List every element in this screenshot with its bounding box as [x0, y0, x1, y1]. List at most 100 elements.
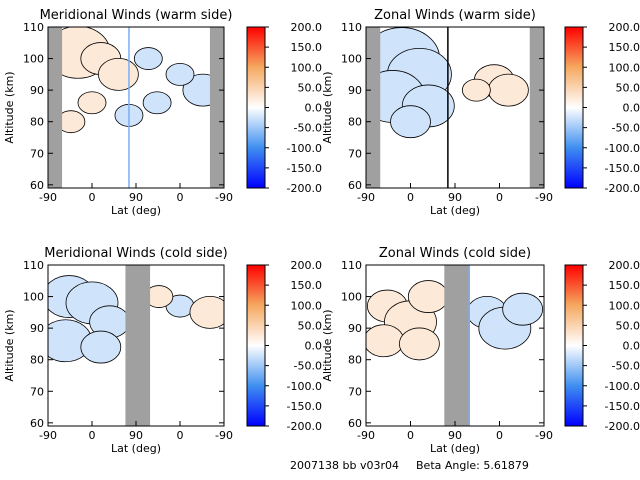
chart-title: Meridional Winds (cold side)	[44, 246, 227, 261]
colorbar	[246, 264, 266, 427]
y-axis-label: Altitude (km)	[3, 309, 16, 381]
colorbar-tick-label: -50.0	[612, 122, 640, 135]
x-tick-label: -90	[39, 191, 57, 204]
no-data-band-1	[125, 265, 151, 426]
colorbar-tick-label: 0.0	[305, 340, 323, 353]
chart-panel-4: Zonal Winds (cold side) 60 70 80 90 100 110 -90…	[321, 246, 640, 455]
contour-level-7-1	[142, 91, 172, 115]
colorbar	[564, 26, 584, 189]
x-tick-label: -90	[39, 429, 57, 442]
y-tick-label: 80	[30, 116, 44, 129]
y-tick-label: 90	[348, 84, 362, 97]
y-tick-label: 80	[348, 116, 362, 129]
x-tick-label: -90	[215, 429, 233, 442]
x-tick-label: -90	[357, 191, 375, 204]
contour-level-5-1	[80, 330, 122, 364]
colorbar-tick-label: -150.0	[605, 162, 640, 175]
chart-panel-2: Zonal Winds (warm side) 60 70 80 90 100 110 -90…	[321, 8, 640, 217]
chart-title: Meridional Winds (warm side)	[40, 8, 233, 23]
y-tick-label: 60	[30, 179, 44, 192]
colorbar-tick-label: 150.0	[609, 41, 640, 54]
y-tick-label: 100	[23, 53, 44, 66]
colorbar-tick-label: -100.0	[287, 142, 322, 155]
y-tick-label: 90	[348, 322, 362, 335]
colorbar-tick-label: -150.0	[287, 400, 322, 413]
y-tick-label: 100	[341, 291, 362, 304]
chart-title: Zonal Winds (cold side)	[379, 246, 531, 261]
colorbar-tick-label: -50.0	[612, 360, 640, 373]
chart-title: Zonal Winds (warm side)	[374, 8, 536, 23]
x-tick-label: 0	[177, 429, 184, 442]
footer-beta-text: Beta Angle: 5.61879	[416, 459, 529, 472]
y-tick-label: 60	[348, 179, 362, 192]
x-tick-label: -90	[535, 429, 553, 442]
y-axis-label: Altitude (km)	[3, 71, 16, 143]
contour-level-8-1	[502, 292, 544, 326]
y-tick-label: 70	[348, 147, 362, 160]
colorbar-tick-label: -100.0	[605, 142, 640, 155]
wind-field	[366, 265, 544, 426]
x-tick-label: -90	[357, 429, 375, 442]
figure-footer: 2007138 bb v03r04 Beta Angle: 5.61879	[0, 455, 640, 475]
colorbar	[246, 26, 266, 189]
colorbar-tick-label: -150.0	[287, 162, 322, 175]
y-tick-label: 110	[341, 259, 362, 272]
y-tick-label: 90	[30, 84, 44, 97]
y-tick-label: 110	[341, 21, 362, 34]
colorbar-tick-label: -200.0	[605, 420, 640, 433]
x-tick-label: 90	[129, 429, 143, 442]
contour-level-9-1	[165, 62, 195, 86]
x-axis-label: Lat (deg)	[111, 442, 161, 455]
colorbar-tick-label: 200.0	[609, 21, 640, 34]
colorbar-tick-label: -100.0	[605, 380, 640, 393]
colorbar-tick-label: 200.0	[609, 259, 640, 272]
y-tick-label: 80	[348, 354, 362, 367]
colorbar-tick-label: 50.0	[616, 81, 640, 94]
colorbar-tick-label: 0.0	[305, 102, 323, 115]
footer-id-text: 2007138 bb v03r04	[290, 459, 399, 472]
x-tick-label: -90	[535, 191, 553, 204]
contour-level-7-1	[487, 73, 529, 107]
colorbar-tick-label: -200.0	[287, 420, 322, 433]
x-tick-label: 0	[89, 429, 96, 442]
x-tick-label: 0	[177, 191, 184, 204]
x-tick-label: -90	[215, 191, 233, 204]
colorbar-tick-label: -200.0	[287, 182, 322, 195]
colorbar-tick-label: 150.0	[609, 279, 640, 292]
colorbar-tick-label: 50.0	[616, 319, 640, 332]
no-data-band-2	[529, 27, 544, 188]
colorbar-tick-label: 0.0	[623, 102, 640, 115]
x-tick-label: 0	[496, 429, 503, 442]
no-data-band-2	[209, 27, 224, 188]
no-data-band-1	[48, 27, 63, 188]
chart-panel-3: Meridional Winds (cold side) 60 70 80 90 100 1…	[3, 246, 322, 455]
colorbar-tick-label: -100.0	[287, 380, 322, 393]
y-tick-label: 60	[348, 417, 362, 430]
contour-level-4-1	[366, 324, 405, 358]
colorbar-tick-label: 150.0	[291, 279, 323, 292]
x-tick-label: 90	[448, 191, 462, 204]
y-tick-label: 110	[23, 259, 44, 272]
contour-level-5-1	[398, 327, 440, 361]
x-tick-label: 90	[448, 429, 462, 442]
contour-level-5-1	[390, 105, 431, 139]
colorbar-tick-label: 100.0	[291, 61, 323, 74]
contour-level-8-1	[461, 78, 491, 102]
colorbar-tick-label: 200.0	[291, 21, 323, 34]
x-tick-label: 90	[129, 191, 143, 204]
wind-field	[48, 27, 224, 188]
colorbar-tick-label: 100.0	[291, 299, 323, 312]
colorbar-tick-label: -50.0	[294, 122, 322, 135]
contour-level-3-1	[98, 57, 139, 91]
contour-level-7-1	[189, 295, 224, 329]
y-tick-label: 60	[30, 417, 44, 430]
y-tick-label: 70	[30, 385, 44, 398]
y-tick-label: 70	[348, 385, 362, 398]
y-axis-label: Altitude (km)	[321, 71, 334, 143]
colorbar	[564, 264, 584, 427]
x-tick-label: 0	[407, 429, 414, 442]
x-tick-label: 0	[89, 191, 96, 204]
chart-panel-1: Meridional Winds (warm side) 60 70 80 90 100 1…	[3, 8, 322, 217]
wind-field	[366, 27, 544, 188]
